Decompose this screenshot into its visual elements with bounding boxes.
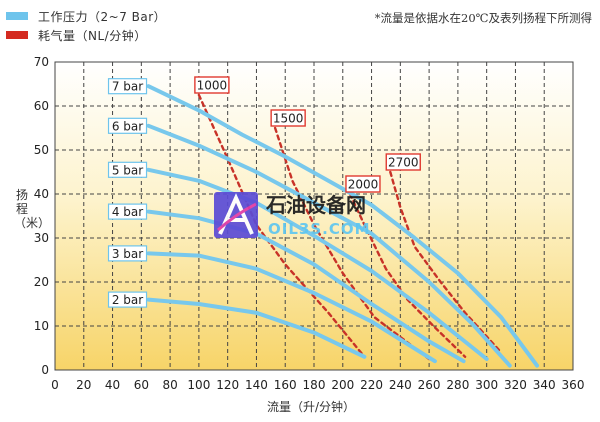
air-label-1500: 1500 <box>273 112 304 126</box>
pressure-line-2bar <box>146 297 367 359</box>
air-label-2000: 2000 <box>348 178 379 192</box>
x-tick-label: 40 <box>105 378 120 392</box>
y-tick-label: 10 <box>34 319 49 333</box>
air-consumption-line-1000 <box>197 93 366 358</box>
air-label-1000: 1000 <box>197 79 228 93</box>
pressure-label-box-3bar <box>107 245 148 262</box>
x-tick-label: 220 <box>360 378 383 392</box>
air-label-box-1500 <box>270 109 306 127</box>
y-tick-label: 40 <box>34 187 49 201</box>
y-tick-label: 50 <box>34 143 49 157</box>
x-tick-label: 180 <box>303 378 326 392</box>
pressure-label-5bar: 5 bar <box>112 163 143 177</box>
x-tick-label: 0 <box>51 378 59 392</box>
pressure-label-box-4bar <box>107 203 148 220</box>
pressure-line-3bar <box>146 251 437 364</box>
legend-swatch-pressure <box>6 12 28 20</box>
x-tick-label: 120 <box>216 378 239 392</box>
x-tick-label: 160 <box>274 378 297 392</box>
x-tick-label: 320 <box>504 378 527 392</box>
y-tick-label: 0 <box>41 363 49 377</box>
pressure-label-box-2bar <box>107 291 148 308</box>
x-tick-label: 200 <box>331 378 354 392</box>
pressure-line-4bar <box>146 209 466 364</box>
x-tick-label: 300 <box>475 378 498 392</box>
legend-label-pressure: 工作压力（2~7 Bar） <box>38 9 167 24</box>
y-tick-label: 60 <box>34 99 49 113</box>
legend-label-air: 耗气量（NL/分钟） <box>38 28 147 43</box>
x-tick-label: 80 <box>162 378 177 392</box>
pressure-label-box-7bar <box>107 78 148 95</box>
watermark-logo-swoosh <box>217 202 257 232</box>
air-consumption-line-2700 <box>389 170 503 354</box>
y-tick-label: 70 <box>34 55 49 69</box>
legend-swatch-air <box>6 31 28 39</box>
plot-frame <box>54 61 574 371</box>
pressure-label-4bar: 4 bar <box>112 205 143 219</box>
pressure-label-box-5bar <box>107 161 148 178</box>
air-label-box-2000 <box>345 175 381 193</box>
watermark-text-cn: 石油设备网 <box>265 193 366 217</box>
pressure-line-6bar <box>146 123 512 368</box>
air-label-2700: 2700 <box>388 156 419 170</box>
y-tick-label: 20 <box>34 275 49 289</box>
pressure-label-7bar: 7 bar <box>112 80 143 94</box>
legend-item-air: 耗气量（NL/分钟） <box>6 27 147 43</box>
air-label-box-1000 <box>194 76 230 94</box>
x-tick-label: 60 <box>134 378 149 392</box>
y-tick-label: 30 <box>34 231 49 245</box>
pressure-label-6bar: 6 bar <box>112 119 143 133</box>
legend-item-pressure: 工作压力（2~7 Bar） <box>6 8 166 24</box>
measurement-note: *流量是依据水在20℃及表列扬程下所测得 <box>374 11 592 25</box>
x-axis-label: 流量（升/分钟） <box>267 400 356 414</box>
pressure-label-3bar: 3 bar <box>112 247 143 261</box>
x-tick-label: 100 <box>187 378 210 392</box>
x-tick-label: 340 <box>533 378 556 392</box>
x-tick-label: 280 <box>446 378 469 392</box>
air-consumption-line-2000 <box>348 192 467 358</box>
air-consumption-line-1500 <box>273 126 431 361</box>
pressure-line-7bar <box>146 84 539 368</box>
x-tick-label: 240 <box>389 378 412 392</box>
watermark-logo: 石油设备网 OIL3S.COM <box>214 192 371 238</box>
x-tick-label: 360 <box>562 378 585 392</box>
pressure-label-2bar: 2 bar <box>112 293 143 307</box>
pressure-label-box-6bar <box>107 117 148 134</box>
watermark-text-en: OIL3S.COM <box>268 220 371 238</box>
x-tick-label: 140 <box>245 378 268 392</box>
air-label-box-2700 <box>385 153 421 171</box>
pressure-line-5bar <box>146 167 489 361</box>
x-tick-label: 260 <box>418 378 441 392</box>
x-tick-label: 20 <box>76 378 91 392</box>
